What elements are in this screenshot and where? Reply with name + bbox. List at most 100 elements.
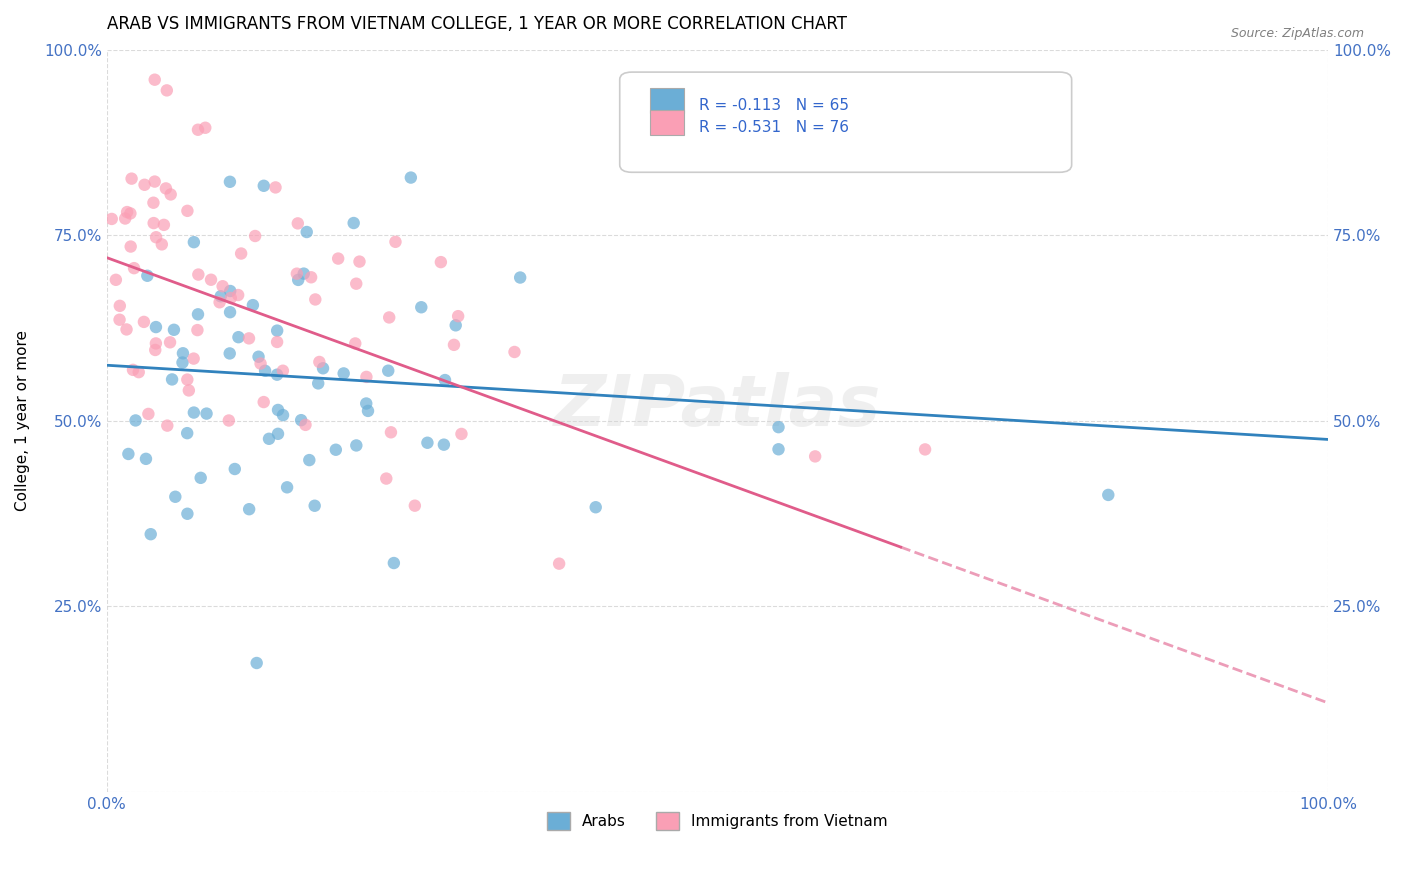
Point — [195, 407, 218, 421]
Point — [176, 373, 198, 387]
Point — [253, 395, 276, 409]
Point — [444, 318, 467, 333]
Point — [399, 170, 422, 185]
Bar — [650, 88, 685, 113]
Point — [254, 364, 277, 378]
Point — [344, 277, 367, 291]
Point — [344, 336, 367, 351]
Point — [246, 656, 269, 670]
Point — [200, 273, 222, 287]
Point — [357, 404, 380, 418]
Point — [208, 295, 231, 310]
Point — [187, 307, 209, 321]
Point — [104, 273, 127, 287]
Point — [145, 336, 167, 351]
Point — [242, 298, 264, 312]
Point — [115, 205, 138, 219]
Point — [120, 239, 142, 253]
Point — [209, 289, 232, 303]
Point — [384, 235, 406, 249]
Point — [219, 175, 242, 189]
Text: ARAB VS IMMIGRANTS FROM VIETNAM COLLEGE, 1 YEAR OR MORE CORRELATION CHART: ARAB VS IMMIGRANTS FROM VIETNAM COLLEGE,… — [107, 15, 846, 33]
Point — [183, 235, 205, 249]
Point — [243, 229, 266, 244]
Point — [285, 267, 308, 281]
Legend: Arabs, Immigrants from Vietnam: Arabs, Immigrants from Vietnam — [541, 805, 894, 837]
Point — [249, 357, 271, 371]
Point — [404, 499, 426, 513]
Point — [122, 261, 145, 276]
Point — [433, 437, 456, 451]
Bar — [650, 111, 685, 136]
Point — [292, 267, 315, 281]
Point — [142, 195, 165, 210]
Point — [194, 120, 217, 135]
Point — [228, 330, 250, 344]
Point — [153, 218, 176, 232]
Point — [287, 273, 309, 287]
Point — [276, 480, 298, 494]
Point — [433, 373, 456, 387]
Point — [134, 178, 156, 192]
Point — [218, 346, 240, 360]
Text: R = -0.531   N = 76: R = -0.531 N = 76 — [699, 120, 849, 136]
Point — [804, 450, 827, 464]
Point — [377, 364, 399, 378]
Point — [136, 268, 159, 283]
Point — [183, 351, 205, 366]
Point — [416, 435, 439, 450]
Text: Source: ZipAtlas.com: Source: ZipAtlas.com — [1230, 27, 1364, 40]
Point — [328, 252, 350, 266]
Text: ZIPatlas: ZIPatlas — [554, 372, 882, 441]
Point — [121, 171, 143, 186]
Point — [143, 175, 166, 189]
Point — [186, 323, 208, 337]
Point — [142, 216, 165, 230]
FancyBboxPatch shape — [620, 72, 1071, 172]
Point — [257, 432, 280, 446]
Point — [266, 368, 288, 382]
Point — [343, 216, 366, 230]
Point — [224, 462, 246, 476]
Point — [100, 211, 122, 226]
Point — [266, 334, 288, 349]
Point — [219, 305, 242, 319]
Point — [382, 556, 405, 570]
Point — [238, 331, 260, 345]
Point — [247, 350, 270, 364]
Point — [447, 309, 470, 323]
Point — [156, 83, 179, 97]
Point — [509, 270, 531, 285]
Point — [159, 187, 181, 202]
Point — [290, 413, 312, 427]
Point — [135, 451, 157, 466]
Point — [411, 300, 433, 314]
Point — [143, 72, 166, 87]
Point — [295, 225, 318, 239]
Point — [914, 442, 936, 457]
Point — [187, 268, 209, 282]
Point — [312, 361, 335, 376]
Point — [115, 322, 138, 336]
Point — [253, 178, 276, 193]
Point — [132, 315, 155, 329]
Point — [380, 425, 402, 440]
Point — [117, 447, 139, 461]
Point — [298, 453, 321, 467]
Point — [172, 355, 194, 369]
Point — [218, 413, 240, 427]
Point — [299, 270, 322, 285]
Point — [375, 472, 398, 486]
Point — [163, 323, 186, 337]
Point — [294, 417, 316, 432]
Point — [177, 384, 200, 398]
Point — [190, 471, 212, 485]
Point — [165, 490, 187, 504]
Point — [155, 181, 177, 195]
Point — [332, 367, 354, 381]
Point — [271, 364, 294, 378]
Point — [503, 345, 526, 359]
Point — [172, 346, 194, 360]
Point — [159, 335, 181, 350]
Point — [443, 338, 465, 352]
